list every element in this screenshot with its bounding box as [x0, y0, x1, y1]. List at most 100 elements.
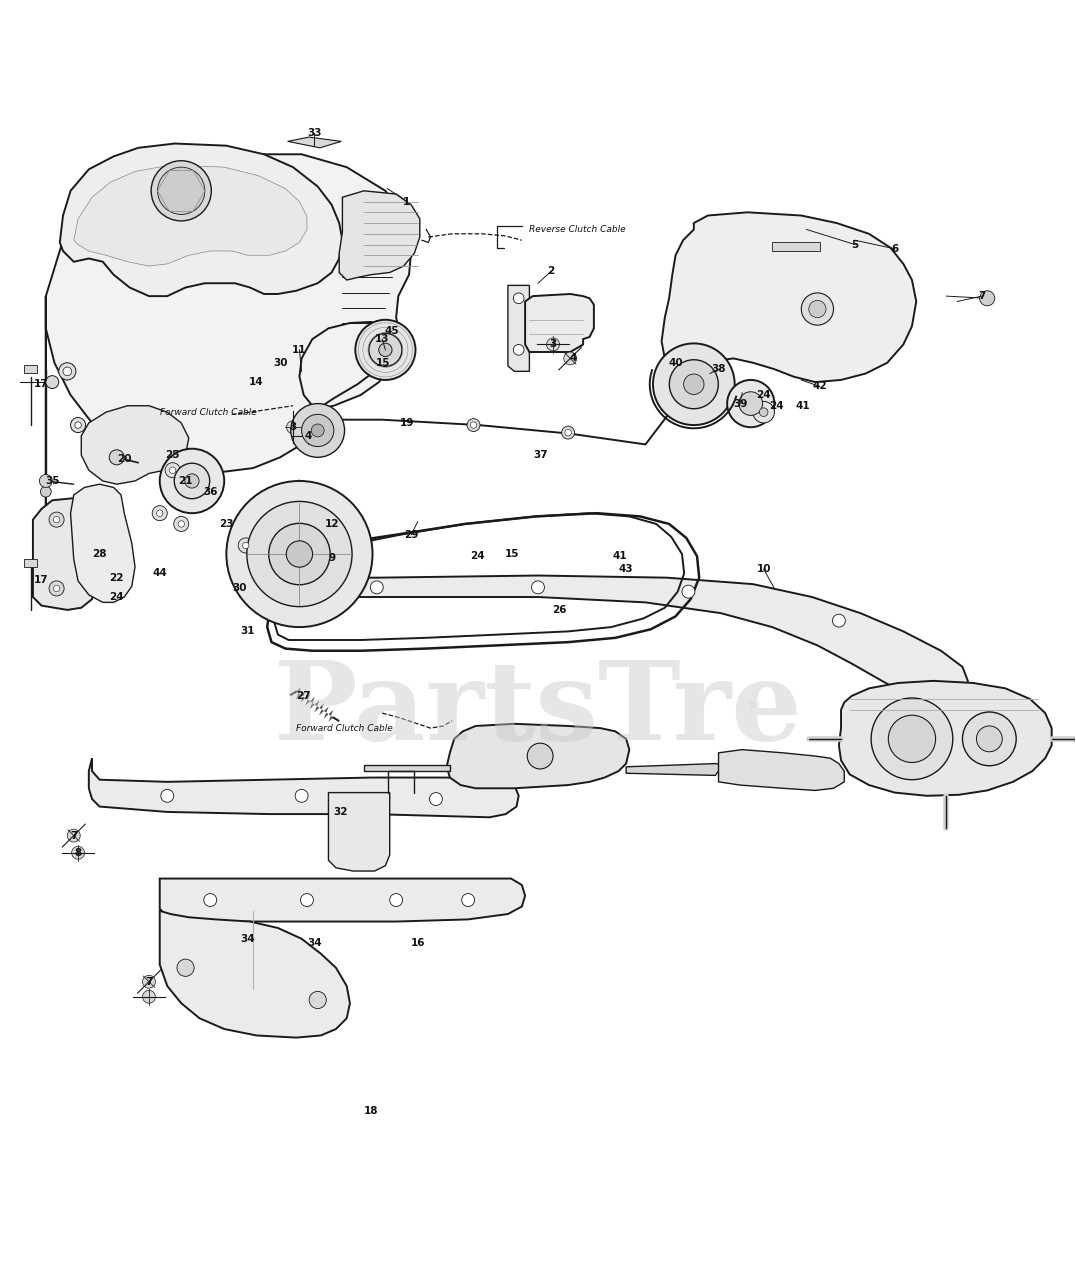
Circle shape [142, 975, 155, 988]
Text: 7: 7 [145, 977, 153, 987]
Polygon shape [328, 792, 390, 872]
Circle shape [54, 516, 60, 522]
Circle shape [178, 521, 184, 527]
Text: 36: 36 [203, 486, 217, 497]
Circle shape [802, 293, 834, 325]
Circle shape [54, 585, 60, 591]
Polygon shape [159, 911, 350, 1038]
Text: 35: 35 [45, 476, 59, 486]
Text: PartsTre: PartsTre [273, 657, 803, 763]
Text: 13: 13 [374, 334, 390, 344]
Circle shape [370, 581, 383, 594]
Polygon shape [256, 563, 967, 704]
Polygon shape [60, 143, 342, 296]
Polygon shape [719, 750, 845, 791]
Text: 33: 33 [308, 128, 322, 138]
Text: 8: 8 [74, 847, 82, 858]
Polygon shape [508, 285, 529, 371]
Text: 24: 24 [756, 390, 771, 399]
Circle shape [152, 506, 167, 521]
Polygon shape [89, 758, 519, 818]
Circle shape [300, 893, 313, 906]
Circle shape [872, 698, 953, 780]
Text: 24: 24 [110, 593, 124, 602]
Circle shape [962, 712, 1016, 765]
Text: Forward Clutch Cable: Forward Clutch Cable [159, 408, 256, 417]
Text: 3: 3 [289, 422, 297, 433]
Circle shape [238, 538, 253, 553]
Text: Reverse Clutch Cable: Reverse Clutch Cable [529, 225, 626, 234]
Polygon shape [626, 764, 723, 776]
Text: 17: 17 [34, 379, 48, 389]
Polygon shape [773, 242, 820, 251]
Text: 3: 3 [550, 339, 556, 349]
Circle shape [309, 992, 326, 1009]
Polygon shape [364, 764, 450, 771]
Circle shape [157, 168, 204, 215]
Circle shape [355, 320, 415, 380]
Circle shape [301, 415, 334, 447]
Text: 7: 7 [70, 831, 77, 841]
Circle shape [165, 462, 180, 477]
Circle shape [295, 790, 308, 803]
Circle shape [390, 893, 402, 906]
Text: 6: 6 [891, 244, 898, 253]
Circle shape [49, 581, 65, 596]
Polygon shape [82, 406, 188, 484]
Circle shape [527, 744, 553, 769]
Circle shape [72, 846, 85, 859]
Circle shape [833, 614, 846, 627]
Text: 16: 16 [410, 938, 425, 948]
Circle shape [203, 893, 216, 906]
Text: 12: 12 [325, 518, 339, 529]
Polygon shape [33, 498, 100, 609]
Polygon shape [46, 155, 411, 511]
Polygon shape [25, 365, 38, 374]
Circle shape [739, 392, 763, 416]
Circle shape [760, 408, 768, 416]
Circle shape [75, 422, 82, 429]
Text: 40: 40 [668, 357, 683, 367]
Circle shape [291, 403, 344, 457]
Text: 22: 22 [110, 572, 124, 582]
Circle shape [564, 352, 577, 365]
Circle shape [653, 343, 735, 425]
Polygon shape [25, 559, 38, 567]
Text: 41: 41 [612, 552, 627, 561]
Text: 4: 4 [570, 353, 577, 364]
Circle shape [269, 524, 330, 585]
Circle shape [71, 417, 86, 433]
Circle shape [156, 509, 162, 516]
Text: 15: 15 [376, 357, 391, 367]
Text: 27: 27 [296, 691, 311, 701]
Circle shape [311, 424, 324, 436]
Text: 18: 18 [364, 1106, 379, 1116]
Circle shape [727, 380, 775, 428]
Text: 17: 17 [34, 575, 48, 585]
Text: 34: 34 [241, 933, 255, 943]
Text: 44: 44 [153, 568, 167, 579]
Circle shape [379, 343, 392, 356]
Circle shape [513, 293, 524, 303]
Polygon shape [71, 484, 134, 603]
Text: 1: 1 [404, 197, 411, 206]
Circle shape [63, 367, 72, 375]
Circle shape [41, 486, 52, 497]
Text: 7: 7 [978, 291, 986, 301]
Text: TM: TM [748, 703, 761, 712]
Circle shape [174, 463, 210, 499]
Circle shape [547, 338, 560, 351]
Circle shape [40, 475, 53, 488]
Text: 30: 30 [232, 584, 246, 594]
Circle shape [513, 344, 524, 356]
Circle shape [59, 362, 76, 380]
Circle shape [226, 481, 372, 627]
Circle shape [682, 585, 695, 598]
Circle shape [68, 829, 81, 842]
Text: 41: 41 [795, 401, 809, 411]
Text: Forward Clutch Cable: Forward Clutch Cable [296, 723, 393, 732]
Circle shape [565, 429, 571, 435]
Text: 30: 30 [273, 357, 287, 367]
Text: 15: 15 [505, 549, 520, 559]
Circle shape [160, 790, 173, 803]
